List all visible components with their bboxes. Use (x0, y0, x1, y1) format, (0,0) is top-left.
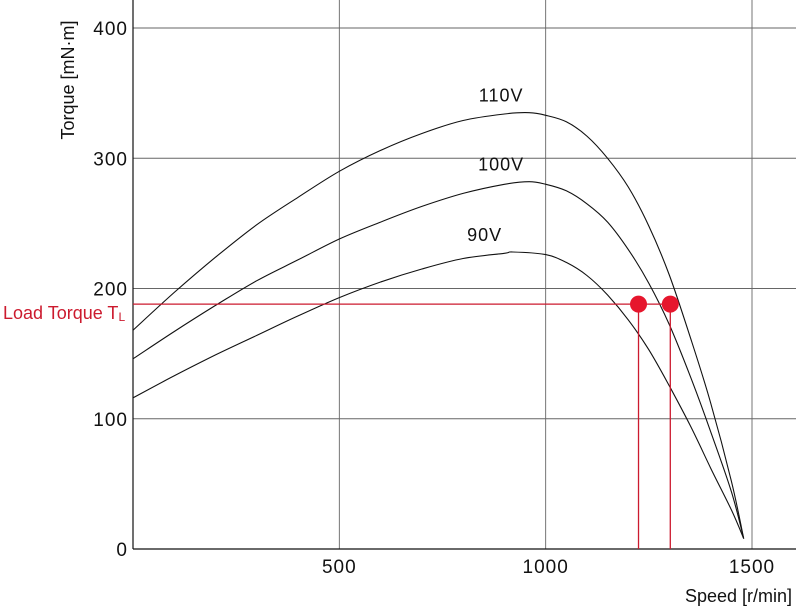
load-torque-label-text: Load Torque T (3, 303, 118, 323)
x-tick-label: 1000 (523, 557, 569, 578)
y-tick-label: 200 (93, 280, 128, 301)
curve-label-100v: 100V (478, 155, 524, 175)
y-tick-labels: 0 100 200 300 400 (93, 19, 128, 561)
load-torque-label: Load Torque TL (3, 303, 125, 324)
operating-point (661, 295, 679, 313)
y-tick-label: 300 (93, 149, 128, 170)
axes (132, 0, 796, 550)
grid-lines (133, 0, 796, 549)
y-tick-label: 100 (93, 410, 128, 431)
curve-label-90v: 90V (467, 225, 502, 245)
operating-point (630, 295, 648, 313)
series-curve-90v (132, 251, 745, 539)
x-tick-label: 1500 (729, 557, 775, 578)
series-curve-100v (132, 181, 745, 539)
load-torque-label-subscript: L (118, 310, 125, 324)
y-axis-title: Torque [mN·m] (58, 20, 78, 139)
x-axis-title: Speed [r/min] (685, 586, 792, 606)
x-tick-labels: 500 1000 1500 (322, 557, 775, 578)
load-torque-annotation (133, 295, 679, 549)
y-tick-label: 400 (93, 19, 128, 40)
series-curve-110v (132, 112, 745, 539)
y-tick-label: 0 (116, 540, 128, 561)
curve-labels: 110V 100V 90V (467, 86, 524, 245)
x-tick-label: 500 (322, 557, 357, 578)
series-curves (132, 112, 745, 539)
curve-label-110v: 110V (479, 86, 524, 106)
